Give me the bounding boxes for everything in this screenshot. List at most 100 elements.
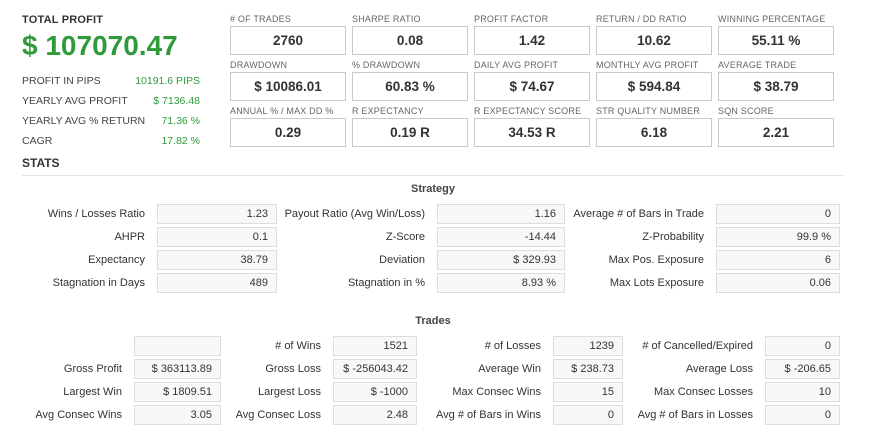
metric-label: R EXPECTANCY bbox=[352, 106, 424, 116]
metric-label: PROFIT FACTOR bbox=[474, 14, 549, 24]
stat-label: # of Cancelled/Expired bbox=[642, 340, 753, 352]
stat-label: Gross Profit bbox=[63, 363, 122, 375]
trades-row: # of Wins 1521 # of Losses 1239 # of Can… bbox=[22, 336, 844, 359]
summary-item-profit-in-pips: PROFIT IN PIPS 10191.6 PIPS bbox=[22, 71, 200, 91]
metric-label: DRAWDOWN bbox=[230, 60, 288, 70]
metric-label: AVERAGE TRADE bbox=[718, 60, 797, 70]
stat-label: Average # of Bars in Trade bbox=[573, 208, 704, 220]
trades-row: Gross Profit $ 363113.89 Gross Loss $ -2… bbox=[22, 359, 844, 382]
metric-annual-max-dd: ANNUAL % / MAX DD % 0.29 bbox=[230, 106, 352, 152]
stat-label: Expectancy bbox=[88, 254, 145, 266]
stat-label: Avg Consec Loss bbox=[235, 409, 321, 421]
stat-label: Gross Loss bbox=[265, 363, 321, 375]
stat-label: Payout Ratio (Avg Win/Loss) bbox=[284, 208, 425, 220]
stat-label: Wins / Losses Ratio bbox=[47, 208, 145, 220]
metric-label: WINNING PERCENTAGE bbox=[718, 14, 826, 24]
stat-value: $ -256043.42 bbox=[333, 359, 417, 379]
stat-label: AHPR bbox=[114, 231, 145, 243]
summary-item-yearly-avg-return: YEARLY AVG % RETURN 71.36 % bbox=[22, 111, 200, 131]
metric-monthly-avg-profit: MONTHLY AVG PROFIT $ 594.84 bbox=[596, 60, 718, 106]
metric-value: 34.53 R bbox=[474, 118, 590, 147]
stat-label: Z-Score bbox=[385, 231, 425, 243]
metric-drawdown: DRAWDOWN $ 10086.01 bbox=[230, 60, 352, 106]
stats-heading: STATS bbox=[22, 156, 60, 170]
metric-sharpe-ratio: SHARPE RATIO 0.08 bbox=[352, 14, 474, 60]
metric-sqn-score: SQN SCORE 2.21 bbox=[718, 106, 840, 152]
total-profit-label: TOTAL PROFIT bbox=[22, 14, 104, 26]
stat-value: 3.05 bbox=[134, 405, 221, 425]
summary-item-value: $ 7136.48 bbox=[153, 95, 200, 107]
strategy-row: Wins / Losses Ratio 1.23 Payout Ratio (A… bbox=[22, 204, 844, 227]
divider bbox=[22, 175, 844, 176]
stat-value: 0 bbox=[716, 204, 840, 224]
stat-value: 99.9 % bbox=[716, 227, 840, 247]
metric-value: $ 10086.01 bbox=[230, 72, 346, 101]
stat-label: Avg # of Bars in Wins bbox=[436, 409, 541, 421]
metric-value: 2760 bbox=[230, 26, 346, 55]
metric-pct-drawdown: % DRAWDOWN 60.83 % bbox=[352, 60, 474, 106]
metric-daily-avg-profit: DAILY AVG PROFIT $ 74.67 bbox=[474, 60, 596, 106]
total-profit-value: $ 107070.47 bbox=[22, 30, 178, 61]
metric-grid: # OF TRADES 2760 SHARPE RATIO 0.08 PROFIT … bbox=[230, 14, 842, 152]
metric-value: 1.42 bbox=[474, 26, 590, 55]
metric-row: # OF TRADES 2760 SHARPE RATIO 0.08 PROFIT … bbox=[230, 14, 842, 60]
stat-label: Largest Win bbox=[63, 386, 122, 398]
strategy-row: AHPR 0.1 Z-Score -14.44 Z-Probability 99… bbox=[22, 227, 844, 250]
metric-value: 10.62 bbox=[596, 26, 712, 55]
stat-label: Deviation bbox=[379, 254, 425, 266]
summary-item-label: CAGR bbox=[22, 135, 53, 147]
metric-label: STR QUALITY NUMBER bbox=[596, 106, 700, 116]
stat-value: 1521 bbox=[333, 336, 417, 356]
stat-label: Max Consec Losses bbox=[653, 386, 753, 398]
stat-value: 1.16 bbox=[437, 204, 565, 224]
strategy-row: Expectancy 38.79 Deviation $ 329.93 Max … bbox=[22, 250, 844, 273]
stat-label: Max Consec Wins bbox=[452, 386, 541, 398]
stat-value: 489 bbox=[157, 273, 277, 293]
metric-row: DRAWDOWN $ 10086.01 % DRAWDOWN 60.83 % DAI… bbox=[230, 60, 842, 106]
strategy-row: Stagnation in Days 489 Stagnation in % 8… bbox=[22, 273, 844, 296]
summary-item-label: PROFIT IN PIPS bbox=[22, 75, 101, 87]
stat-label: Avg # of Bars in Losses bbox=[637, 409, 753, 421]
stat-label: # of Wins bbox=[275, 340, 321, 352]
metric-label: DAILY AVG PROFIT bbox=[474, 60, 559, 70]
stat-label: Average Win bbox=[478, 363, 541, 375]
stat-value: $ 329.93 bbox=[437, 250, 565, 270]
metric-str-quality-number: STR QUALITY NUMBER 6.18 bbox=[596, 106, 718, 152]
stat-value: 1239 bbox=[553, 336, 623, 356]
stat-value: 10 bbox=[765, 382, 840, 402]
metric-label: R EXPECTANCY SCORE bbox=[474, 106, 582, 116]
trades-heading: Trades bbox=[415, 315, 451, 327]
metric-value: 0.29 bbox=[230, 118, 346, 147]
metric-label: # OF TRADES bbox=[230, 14, 292, 24]
metric-value: 2.21 bbox=[718, 118, 834, 147]
stat-label: Largest Loss bbox=[258, 386, 321, 398]
stat-value: $ 363113.89 bbox=[134, 359, 221, 379]
stat-value: 15 bbox=[553, 382, 623, 402]
trades-row: Largest Win $ 1809.51 Largest Loss $ -10… bbox=[22, 382, 844, 405]
stat-value: 1.23 bbox=[157, 204, 277, 224]
metric-value: 0.08 bbox=[352, 26, 468, 55]
summary-item-value: 71.36 % bbox=[161, 115, 200, 127]
stat-value: $ 238.73 bbox=[553, 359, 623, 379]
stat-label: Max Lots Exposure bbox=[609, 277, 704, 289]
summary-item-value: 17.82 % bbox=[161, 135, 200, 147]
metric-value: $ 38.79 bbox=[718, 72, 834, 101]
summary-item-yearly-avg-profit: YEARLY AVG PROFIT $ 7136.48 bbox=[22, 91, 200, 111]
metric-label: RETURN / DD RATIO bbox=[596, 14, 687, 24]
total-profit-panel: TOTAL PROFIT $ 107070.47 PROFIT IN PIPS … bbox=[22, 14, 200, 151]
stat-value: $ -206.65 bbox=[765, 359, 840, 379]
metric-label: ANNUAL % / MAX DD % bbox=[230, 106, 334, 116]
stat-value bbox=[134, 336, 221, 356]
metric-value: $ 594.84 bbox=[596, 72, 712, 101]
metric-winning-percentage: WINNING PERCENTAGE 55.11 % bbox=[718, 14, 840, 60]
stat-value: $ 1809.51 bbox=[134, 382, 221, 402]
trades-row: Avg Consec Wins 3.05 Avg Consec Loss 2.4… bbox=[22, 405, 844, 427]
metric-value: 0.19 R bbox=[352, 118, 468, 147]
metric-average-trade: AVERAGE TRADE $ 38.79 bbox=[718, 60, 840, 106]
metric-value: 60.83 % bbox=[352, 72, 468, 101]
stat-value: 0 bbox=[765, 405, 840, 425]
stat-label: Z-Probability bbox=[642, 231, 704, 243]
metric-label: % DRAWDOWN bbox=[352, 60, 421, 70]
metric-trades-count: # OF TRADES 2760 bbox=[230, 14, 352, 60]
stat-label: Average Loss bbox=[685, 363, 753, 375]
